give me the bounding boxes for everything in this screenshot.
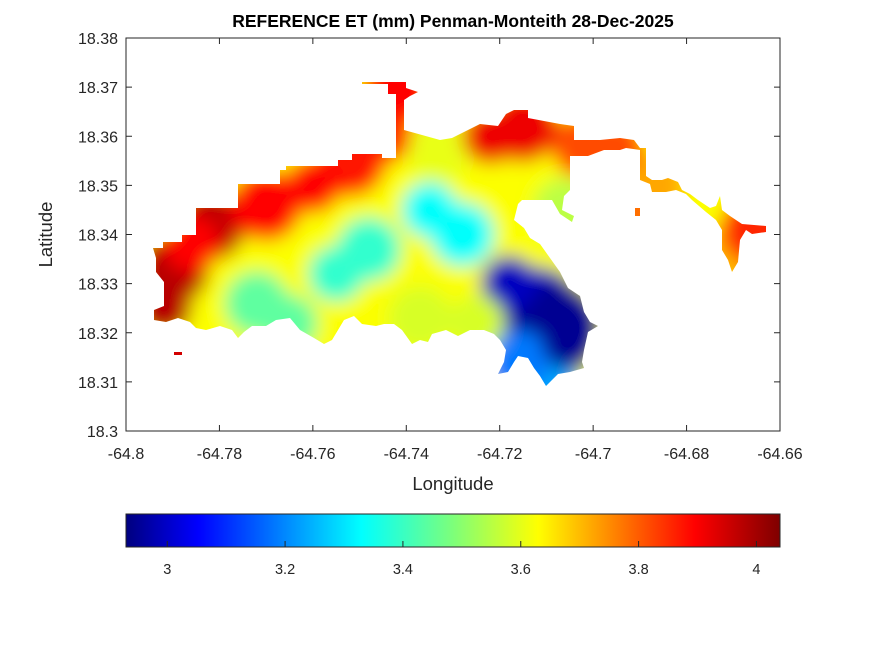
y-tick-label: 18.34 xyxy=(78,228,118,245)
colorbar-tick-label: 3 xyxy=(163,562,171,578)
surface-north-coast-west xyxy=(230,169,303,242)
plot-area: -64.8 -64.78 -64.76 -64.74 -64.72 -64.7 -64.68… xyxy=(78,31,803,463)
y-axis-label: Latitude xyxy=(35,202,56,268)
x-tick-label: -64.66 xyxy=(757,446,802,463)
colorbar-ticks: 3 3.2 3.4 3.6 3.8 4 xyxy=(163,541,760,578)
islet-east xyxy=(635,208,640,216)
colorbar-tick-label: 3.6 xyxy=(511,562,531,578)
x-tick-label: -64.68 xyxy=(664,446,709,463)
colorbar-tick-label: 3.4 xyxy=(393,562,413,578)
x-tick-label: -64.78 xyxy=(197,446,242,463)
colorbar-tick-label: 3.8 xyxy=(629,562,649,578)
y-axis: 18.3 18.31 18.32 18.33 18.34 18.35 18.36 18.37 1… xyxy=(78,31,780,441)
surface-central-east-fill xyxy=(401,181,458,238)
colorbar: 3 3.2 3.4 3.6 3.8 4 xyxy=(125,513,781,578)
x-axis: -64.8 -64.78 -64.76 -64.74 -64.72 -64.7 -64.68… xyxy=(108,38,803,463)
x-tick-label: -64.8 xyxy=(108,446,145,463)
y-tick-label: 18.33 xyxy=(78,277,118,294)
x-tick-label: -64.74 xyxy=(384,446,429,463)
x-tick-label: -64.7 xyxy=(575,446,612,463)
x-axis-label: Longitude xyxy=(412,473,493,494)
chart-title: REFERENCE ET (mm) Penman-Monteith 28-Dec… xyxy=(232,11,674,31)
x-tick-label: -64.72 xyxy=(477,446,522,463)
y-tick-label: 18.38 xyxy=(78,31,118,48)
colorbar-tick-label: 4 xyxy=(752,562,760,578)
y-tick-label: 18.3 xyxy=(87,424,118,441)
surface-north-coast-west-fill xyxy=(284,157,341,214)
colorbar-tick-label: 3.2 xyxy=(275,562,295,578)
x-tick-label: -64.76 xyxy=(290,446,335,463)
y-tick-label: 18.32 xyxy=(78,326,118,343)
surface-central-interior-fill xyxy=(308,245,365,302)
colorbar-gradient xyxy=(125,513,781,548)
islet-southwest xyxy=(174,352,182,355)
surface-southeast-lobe-fill xyxy=(481,255,538,312)
y-tick-label: 18.35 xyxy=(78,178,118,195)
y-tick-label: 18.37 xyxy=(78,80,118,97)
y-tick-label: 18.36 xyxy=(78,129,118,146)
islets xyxy=(174,208,640,355)
y-tick-label: 18.31 xyxy=(78,375,118,392)
